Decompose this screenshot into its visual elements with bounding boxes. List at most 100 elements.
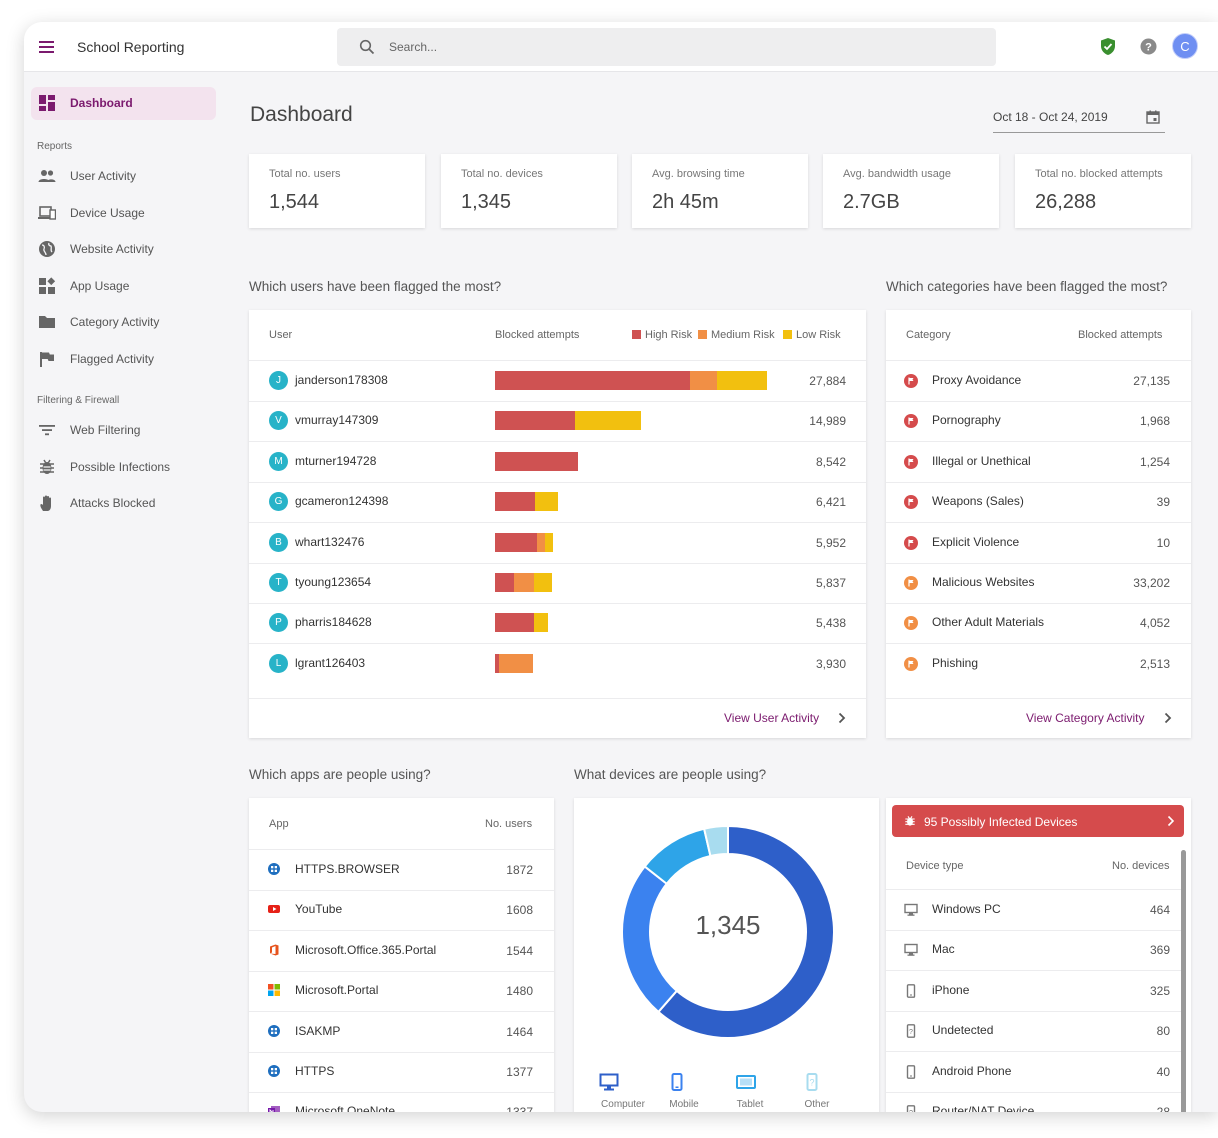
app-name[interactable]: YouTube — [295, 902, 343, 917]
sidebar-item-category-activity[interactable]: Category Activity — [38, 312, 218, 332]
table-row[interactable]: Mac 369 — [886, 930, 1181, 972]
user-name[interactable]: vmurray147309 — [295, 413, 379, 428]
user-name[interactable]: mturner194728 — [295, 453, 377, 468]
sidebar-item-user-activity[interactable]: User Activity — [38, 166, 218, 186]
search-input[interactable] — [389, 37, 969, 57]
table-row[interactable]: Illegal or Unethical 1,254 — [886, 442, 1191, 483]
users-count: 1377 — [506, 1065, 533, 1079]
category-name[interactable]: Malicious Websites — [932, 575, 1035, 589]
table-row[interactable]: Pornography 1,968 — [886, 401, 1191, 443]
table-row[interactable]: YouTube 1608 — [249, 890, 554, 932]
bar-segment-high — [495, 653, 500, 673]
sidebar-item-app-usage[interactable]: App Usage — [38, 276, 218, 296]
device-type-name[interactable]: Undetected — [932, 1023, 994, 1038]
sidebar-item-dashboard[interactable] — [31, 87, 216, 120]
table-row[interactable]: Windows PC 464 — [886, 890, 1181, 931]
user-avatar: P — [269, 613, 288, 633]
table-row[interactable]: Weapons (Sales) 39 — [886, 482, 1191, 524]
donut-slice-other[interactable] — [702, 824, 729, 858]
apps-icon — [39, 277, 56, 294]
user-avatar: T — [269, 573, 288, 592]
table-row[interactable]: HTTPS.BROWSER 1872 — [249, 850, 554, 891]
user-name[interactable]: janderson178308 — [295, 373, 388, 387]
sidebar-item-website-activity[interactable]: Website Activity — [38, 239, 218, 259]
devices-icon — [38, 206, 56, 220]
globe-icon — [39, 241, 55, 257]
sidebar-item-flagged-activity[interactable]: Flagged Activity — [38, 349, 218, 369]
table-row[interactable]: Phishing 2,513 — [886, 644, 1191, 684]
risk-bar — [495, 451, 579, 471]
view-category-activity-link[interactable]: View Category Activity — [1026, 711, 1145, 725]
app-name[interactable]: Microsoft.Portal — [295, 983, 379, 998]
table-row[interactable]: Microsoft.OneNote 1337 — [249, 1092, 554, 1112]
app-name[interactable]: ISAKMP — [295, 1023, 341, 1038]
sidebar-item-web-filtering[interactable]: Web Filtering — [38, 420, 218, 440]
menu-icon[interactable] — [39, 41, 54, 53]
table-row[interactable]: HTTPS 1377 — [249, 1052, 554, 1093]
table-row[interactable]: Malicious Websites 33,202 — [886, 563, 1191, 604]
table-row[interactable]: Microsoft.Portal 1480 — [249, 971, 554, 1013]
category-name[interactable]: Explicit Violence — [932, 534, 1020, 549]
infected-devices-text: 95 Possibly Infected Devices — [924, 815, 1078, 829]
app-name[interactable]: Microsoft.OneNote — [295, 1104, 396, 1112]
category-name[interactable]: Weapons (Sales) — [932, 494, 1024, 509]
device-type-name[interactable]: Android Phone — [932, 1063, 1012, 1078]
blocked-count: 5,837 — [815, 576, 846, 590]
table-row[interactable]: Other Adult Materials 4,052 — [886, 603, 1191, 645]
view-user-activity-link[interactable]: View User Activity — [724, 711, 820, 725]
table-row[interactable]: Proxy Avoidance 27,135 — [886, 361, 1191, 402]
help-icon[interactable]: ? — [1140, 38, 1157, 55]
search-bar[interactable] — [337, 28, 996, 66]
table-row[interactable]: ISAKMP 1464 — [249, 1012, 554, 1053]
sidebar: Dashboard Reports User Activity Device U… — [24, 73, 224, 1112]
sidebar-item-device-usage[interactable]: Device Usage — [38, 203, 218, 223]
blocked-count: 5,438 — [815, 616, 846, 631]
donut-slice-computer[interactable] — [656, 824, 835, 1039]
category-name[interactable]: Pornography — [932, 413, 1001, 428]
sidebar-item-dashboard-content[interactable]: Dashboard — [38, 93, 218, 113]
shield-check-icon[interactable] — [1100, 37, 1116, 56]
date-range-picker[interactable]: Oct 18 - Oct 24, 2019 — [993, 101, 1165, 133]
infected-devices-banner[interactable]: 95 Possibly Infected Devices — [892, 805, 1184, 837]
chevron-right-icon[interactable] — [1163, 712, 1173, 724]
category-name[interactable]: Other Adult Materials — [932, 615, 1045, 630]
dashboard-icon — [39, 95, 55, 111]
device-type-name[interactable]: Router/NAT Device — [932, 1104, 1035, 1112]
device-type-name[interactable]: Mac — [932, 942, 955, 957]
table-row[interactable]: ? Router/NAT Device 28 — [886, 1092, 1181, 1112]
chevron-right-icon[interactable] — [837, 712, 847, 724]
blocked-count: 5,952 — [815, 535, 846, 550]
sidebar-item-possible-infections[interactable]: Possible Infections — [38, 457, 218, 477]
calendar-icon[interactable] — [1146, 110, 1160, 124]
user-name[interactable]: lgrant126403 — [295, 655, 366, 670]
user-avatar[interactable]: C — [1172, 33, 1198, 59]
user-name[interactable]: pharris184628 — [295, 615, 372, 630]
category-name[interactable]: Illegal or Unethical — [932, 453, 1031, 468]
scrollbar[interactable] — [1181, 850, 1186, 1112]
category-name[interactable]: Phishing — [932, 655, 979, 670]
sidebar-item-attacks-blocked[interactable]: Attacks Blocked — [38, 493, 218, 513]
category-name[interactable]: Proxy Avoidance — [932, 373, 1022, 387]
user-name[interactable]: whart132476 — [295, 534, 365, 549]
app-name[interactable]: HTTPS — [295, 1064, 335, 1078]
app-name[interactable]: HTTPS.BROWSER — [295, 862, 400, 876]
user-name[interactable]: gcameron124398 — [295, 494, 389, 509]
table-row[interactable]: Android Phone 40 — [886, 1052, 1181, 1093]
device-type-name[interactable]: Windows PC — [932, 902, 1001, 916]
device-type-name[interactable]: iPhone — [932, 982, 970, 997]
table-row[interactable]: Microsoft.Office.365.Portal 1544 — [249, 931, 554, 972]
app-name[interactable]: Microsoft.Office.365.Portal — [295, 942, 437, 957]
table-row[interactable]: iPhone 325 — [886, 971, 1181, 1012]
user-name[interactable]: tyoung123654 — [295, 575, 372, 589]
table-row[interactable]: Explicit Violence 10 — [886, 523, 1191, 564]
users-count: 1872 — [506, 863, 533, 877]
table-row[interactable]: ? Undetected 80 — [886, 1011, 1181, 1053]
